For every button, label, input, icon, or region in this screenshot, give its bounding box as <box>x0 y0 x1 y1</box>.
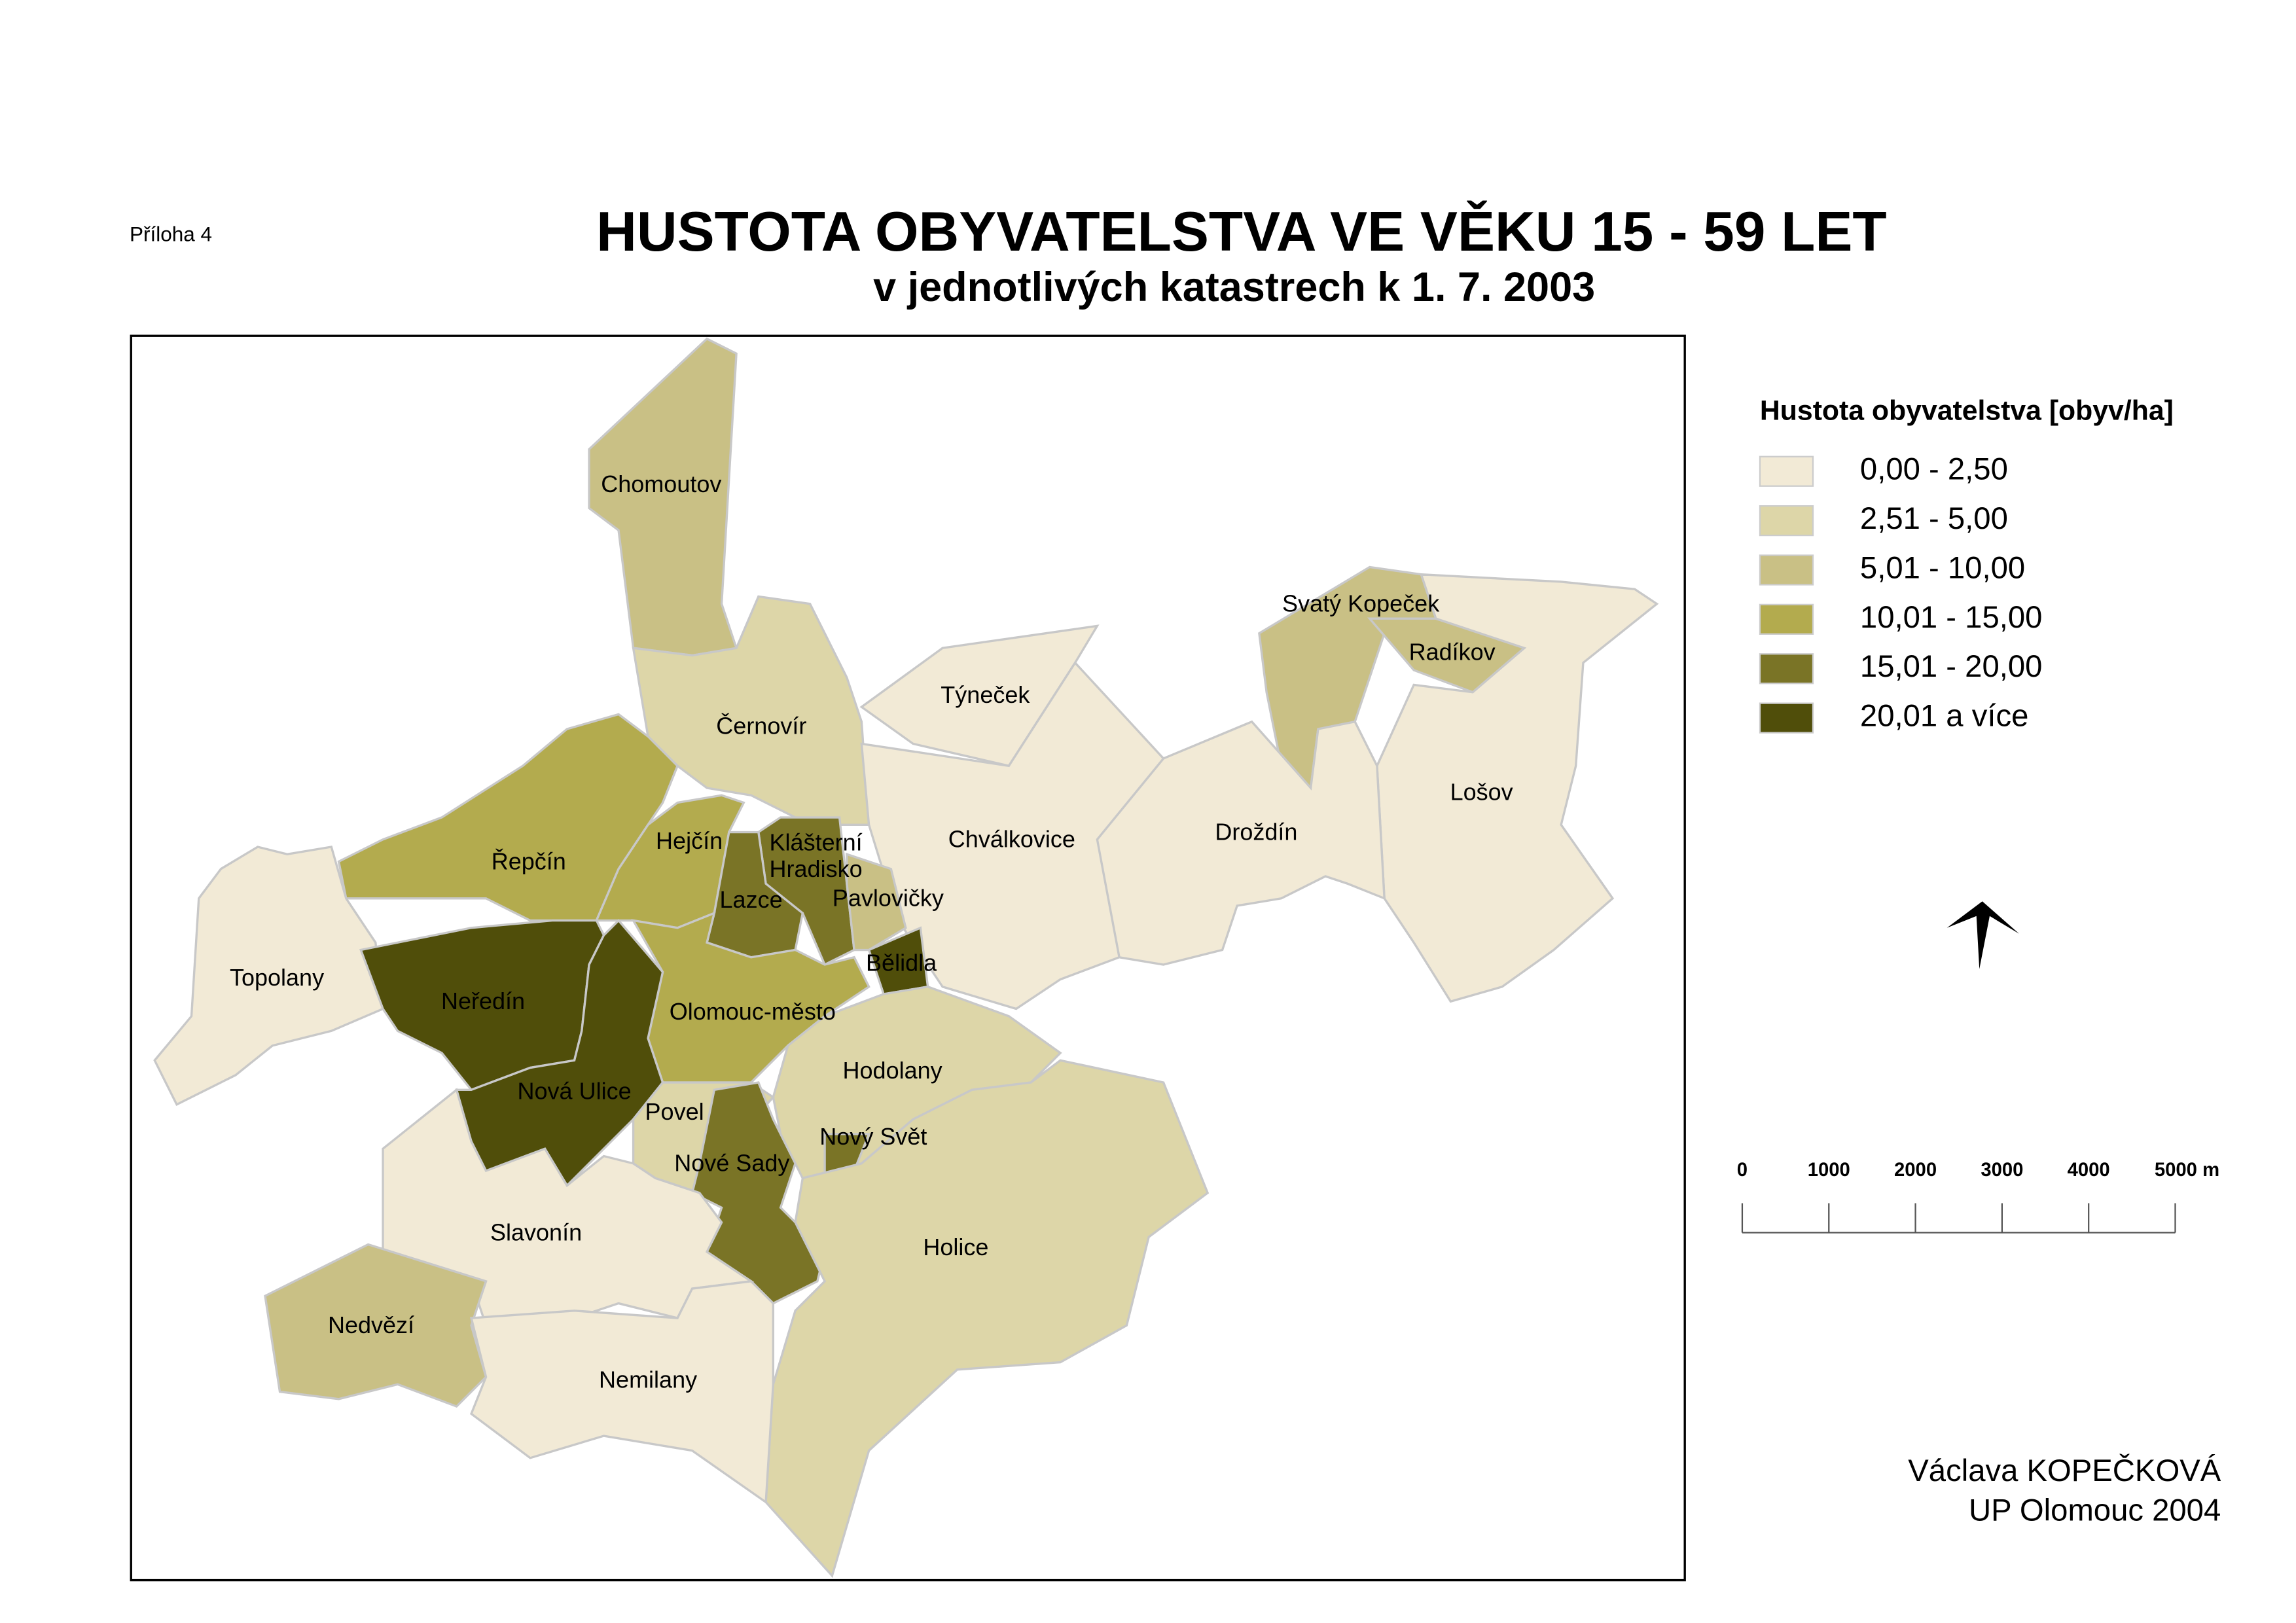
legend-swatch <box>1759 653 1814 685</box>
district-label: Lazce <box>720 886 783 913</box>
district-area <box>764 1059 1210 1578</box>
district-label: Holice <box>923 1234 988 1260</box>
district-label: Povel <box>645 1098 704 1125</box>
district-area <box>1376 573 1659 1003</box>
legend-label: 5,01 - 10,00 <box>1860 550 2025 585</box>
author: Václava KOPEČKOVÁ <box>1908 1453 2221 1488</box>
north-arrow <box>1946 901 2019 969</box>
district-label: Řepčín <box>492 847 566 874</box>
district-area <box>264 1243 488 1408</box>
scale-label: 4000 <box>2068 1160 2110 1181</box>
district-label: Topolany <box>230 964 324 991</box>
scale-bar: 0 1000 2000 3000 4000 5000 m <box>1737 1160 2219 1234</box>
district-label: Olomouc-město <box>670 998 836 1025</box>
map-frame <box>130 334 1686 1582</box>
scale-label: 1000 <box>1808 1160 1850 1181</box>
scale-label: 2000 <box>1894 1160 1937 1181</box>
district-label: Hejčín <box>656 827 723 854</box>
district-labels: Chomoutov Černovír Týneček Chválkovice Svatý… <box>230 471 1513 1393</box>
legend-swatch <box>1759 702 1814 734</box>
organization: UP Olomouc 2004 <box>1969 1493 2221 1528</box>
district-label: Hodolany <box>843 1057 942 1084</box>
district-label: Nemilany <box>599 1366 697 1393</box>
district-label: Nová Ulice <box>518 1077 632 1104</box>
scale-label: 0 <box>1737 1160 1748 1181</box>
district-area <box>469 1280 775 1505</box>
scale-label: 5000 m <box>2155 1160 2219 1181</box>
legend: 0,00 - 2,50 2,51 - 5,00 5,01 - 10,00 10,01 … <box>1759 452 2042 734</box>
district-label: Radíkov <box>1409 639 1496 666</box>
legend-swatch <box>1759 554 1814 586</box>
title: HUSTOTA OBYVATELSTVA VE VĚKU 15 - 59 LET <box>596 200 1887 263</box>
district-label: Klášterní Hradisko <box>770 829 863 882</box>
district-area <box>337 713 679 922</box>
district-label: Pavlovičky <box>833 885 944 912</box>
legend-label: 0,00 - 2,50 <box>1860 452 2008 487</box>
legend-swatch <box>1759 455 1814 487</box>
legend-title: Hustota obyvatelstva [obyv/ha] <box>1760 395 2174 427</box>
district-area <box>1096 720 1386 966</box>
district-label: Nové Sady <box>674 1150 789 1177</box>
district-area <box>153 846 384 1107</box>
district-label: Chomoutov <box>601 471 721 497</box>
district-label: Černovír <box>716 712 806 739</box>
district-label: Lošov <box>1450 779 1513 806</box>
district-label: Bělidla <box>866 950 937 976</box>
district-label: Droždín <box>1215 818 1297 845</box>
legend-label: 15,01 - 20,00 <box>1860 649 2042 684</box>
legend-label: 2,51 - 5,00 <box>1860 501 2008 536</box>
district-label: Svatý Kopeček <box>1282 590 1440 616</box>
districts <box>153 337 1659 1578</box>
annex-label: Příloha 4 <box>130 223 212 246</box>
legend-swatch <box>1759 603 1814 635</box>
district-label: Neředín <box>441 988 525 1014</box>
district-label: Slavonín <box>490 1219 582 1245</box>
subtitle: v jednotlivých katastrech k 1. 7. 2003 <box>873 264 1595 310</box>
scale-label: 3000 <box>1981 1160 2023 1181</box>
district-label: Nový Svět <box>819 1123 927 1150</box>
district-label: Nedvězí <box>328 1311 414 1338</box>
legend-label: 10,01 - 15,00 <box>1860 600 2042 635</box>
district-label: Chválkovice <box>948 826 1075 853</box>
legend-label: 20,01 a více <box>1860 699 2028 734</box>
district-label: Týneček <box>941 681 1030 708</box>
legend-swatch <box>1759 505 1814 537</box>
